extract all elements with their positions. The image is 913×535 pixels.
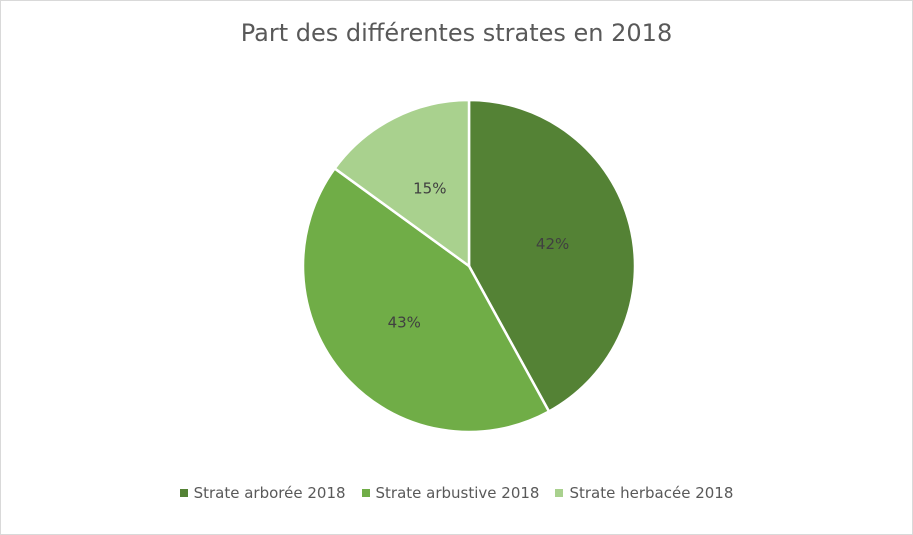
legend-swatch-arboree: [179, 489, 188, 497]
data-label-herbacee: 15%: [413, 180, 446, 198]
legend-swatch-herbacee: [555, 489, 564, 497]
legend-swatch-arbustive: [361, 489, 370, 497]
legend-label-arboree: Strate arborée 2018: [193, 484, 346, 502]
legend-item-arboree: Strate arborée 2018: [179, 484, 346, 502]
legend: Strate arborée 2018 Strate arbustive 201…: [1, 484, 912, 502]
pie-slice-arboree: [467, 98, 637, 413]
legend-item-arbustive: Strate arbustive 2018: [361, 484, 540, 502]
pie-slice-arbustive: [301, 167, 551, 434]
chart-title: Part des différentes strates en 2018: [240, 19, 673, 47]
data-label-arboree: 42%: [536, 235, 569, 253]
legend-label-arbustive: Strate arbustive 2018: [375, 484, 540, 502]
legend-label-herbacee: Strate herbacée 2018: [569, 484, 734, 502]
legend-item-herbacee: Strate herbacée 2018: [555, 484, 733, 502]
pie-slice-herbacee: [333, 98, 471, 268]
data-label-arbustive: 43%: [388, 314, 421, 332]
